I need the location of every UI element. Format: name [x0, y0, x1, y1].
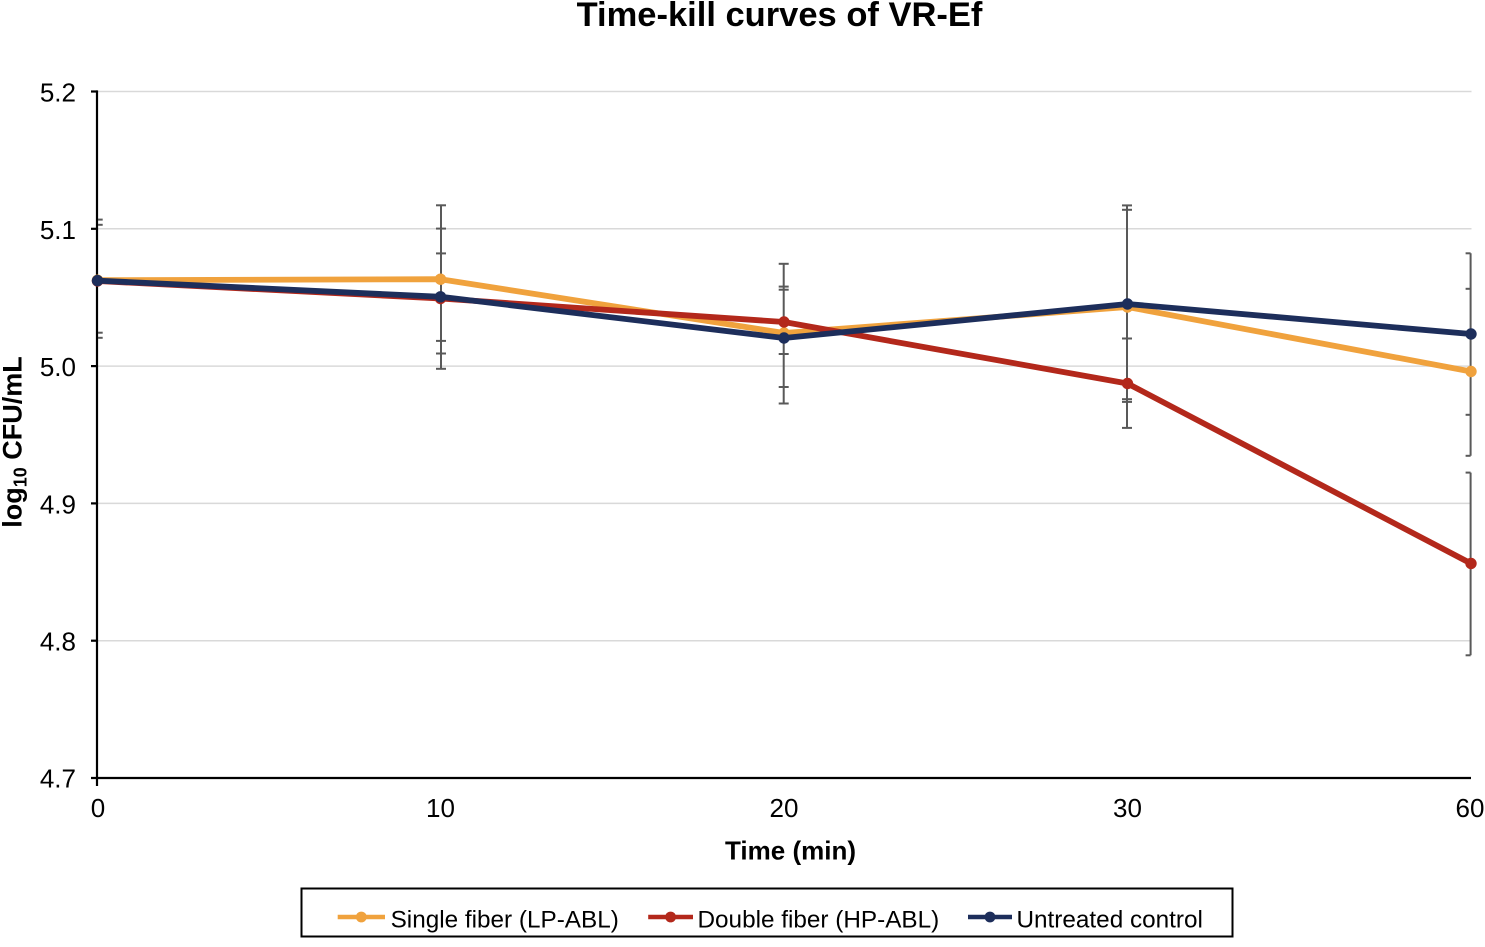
- svg-text:4.7: 4.7: [40, 764, 76, 794]
- svg-text:4.8: 4.8: [40, 627, 76, 657]
- svg-text:Double fiber (HP-ABL): Double fiber (HP-ABL): [698, 906, 940, 933]
- svg-text:log10 CFU/mL: log10 CFU/mL: [0, 356, 31, 528]
- svg-text:10: 10: [426, 793, 455, 823]
- svg-text:Single fiber (LP-ABL): Single fiber (LP-ABL): [391, 906, 619, 933]
- svg-text:30: 30: [1113, 793, 1142, 823]
- svg-text:5.0: 5.0: [40, 352, 76, 382]
- svg-text:5.2: 5.2: [40, 78, 76, 108]
- svg-text:4.9: 4.9: [40, 489, 76, 519]
- svg-text:Time (min): Time (min): [725, 836, 856, 866]
- svg-text:0: 0: [91, 793, 105, 823]
- svg-text:60: 60: [1456, 793, 1485, 823]
- svg-text:20: 20: [770, 793, 799, 823]
- svg-text:Time-kill curves of VR-Ef: Time-kill curves of VR-Ef: [577, 0, 983, 34]
- svg-text:Untreated control: Untreated control: [1017, 906, 1203, 933]
- svg-text:5.1: 5.1: [40, 215, 76, 245]
